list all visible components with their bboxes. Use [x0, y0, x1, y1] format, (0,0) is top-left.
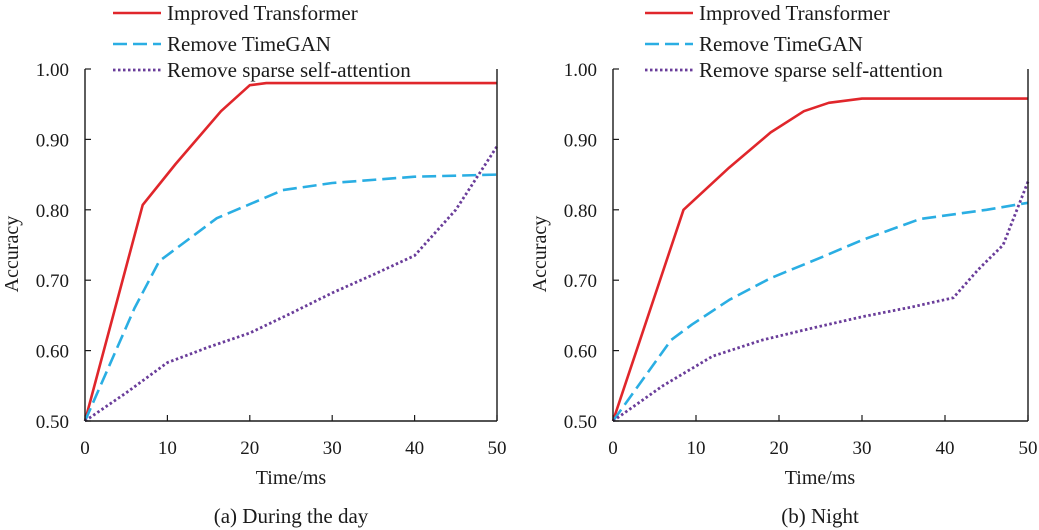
- legend-label-improved-transformer: Improved Transformer: [167, 1, 358, 25]
- y-tick-label: 0.50: [36, 412, 69, 433]
- legend: Improved Transformer Remove TimeGAN Remo…: [645, 1, 943, 82]
- x-tick-label: 20: [770, 438, 789, 459]
- x-tick-label: 10: [158, 438, 177, 459]
- x-tick-label: 0: [80, 438, 90, 459]
- x-tick-label: 50: [488, 438, 507, 459]
- x-tick-label: 40: [936, 438, 955, 459]
- tick-marks: [84, 68, 498, 422]
- axes: [612, 69, 1029, 422]
- chart-panel-night: 0 10 20 30 40 50 0.50 0.60 0.70 0.80 0.90 1.00 Accu…: [529, 1, 1038, 528]
- series-line-remove-timegan: [611, 201, 1029, 422]
- y-tick-label: 0.90: [36, 130, 69, 151]
- y-tick-label: 0.50: [564, 412, 597, 433]
- x-tick-label: 50: [1019, 438, 1038, 459]
- y-axis-title: Accuracy: [529, 216, 551, 293]
- y-tick-label: 0.60: [564, 342, 597, 363]
- chart-panel-day: 0 10 20 30 40 50 0.50 0.60 0.70 0.80 0.90 1.00 Accu…: [1, 1, 507, 528]
- series-line-improved-transformer: [611, 97, 1028, 422]
- legend-label-remove-sparse-self-attention: Remove sparse self-attention: [167, 58, 411, 82]
- tick-labels: 0 10 20 30 40 50 0.50 0.60 0.70 0.80 0.90 1.00: [564, 60, 1038, 459]
- x-tick-label: 10: [687, 438, 706, 459]
- x-axis-title: Time/ms: [785, 467, 856, 489]
- y-tick-label: 1.00: [36, 60, 69, 81]
- y-tick-label: 0.80: [36, 201, 69, 222]
- x-tick-label: 40: [405, 438, 424, 459]
- tick-marks: [612, 68, 1029, 422]
- x-tick-label: 20: [240, 438, 259, 459]
- series-lines: [83, 81, 499, 423]
- chart-caption: (a) During the day: [214, 504, 369, 528]
- x-tick-label: 30: [323, 438, 342, 459]
- legend-label-improved-transformer: Improved Transformer: [699, 1, 890, 25]
- series-lines: [611, 97, 1030, 423]
- y-axis-title: Accuracy: [1, 216, 23, 293]
- series-line-remove-sparse-self-attention: [84, 145, 499, 423]
- legend-label-remove-sparse-self-attention: Remove sparse self-attention: [699, 58, 943, 82]
- x-tick-label: 0: [608, 438, 618, 459]
- series-line-remove-sparse-self-attention: [612, 181, 1030, 423]
- series-line-remove-timegan: [83, 173, 498, 422]
- y-tick-label: 1.00: [564, 60, 597, 81]
- x-tick-label: 30: [853, 438, 872, 459]
- y-tick-label: 0.70: [564, 271, 597, 292]
- legend: Improved Transformer Remove TimeGAN Remo…: [113, 1, 411, 82]
- y-tick-label: 0.60: [36, 342, 69, 363]
- series-line-improved-transformer: [83, 81, 497, 422]
- tick-labels: 0 10 20 30 40 50 0.50 0.60 0.70 0.80 0.90 1.00: [36, 60, 507, 459]
- y-tick-label: 0.80: [564, 201, 597, 222]
- y-tick-label: 0.70: [36, 271, 69, 292]
- x-axis-title: Time/ms: [256, 467, 327, 489]
- chart-caption: (b) Night: [781, 504, 859, 528]
- y-tick-label: 0.90: [564, 130, 597, 151]
- legend-label-remove-timegan: Remove TimeGAN: [699, 32, 863, 56]
- legend-label-remove-timegan: Remove TimeGAN: [167, 32, 331, 56]
- axes: [84, 69, 498, 422]
